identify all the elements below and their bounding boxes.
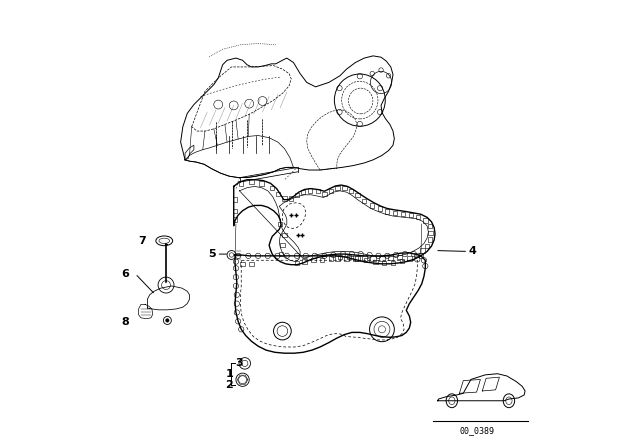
Bar: [342, 185, 346, 190]
Bar: [353, 256, 358, 261]
Bar: [409, 213, 413, 217]
Bar: [233, 208, 237, 213]
Text: 1: 1: [225, 369, 233, 379]
Bar: [282, 196, 287, 201]
Bar: [302, 259, 307, 264]
Bar: [346, 255, 351, 259]
Bar: [388, 255, 394, 260]
Bar: [382, 261, 387, 265]
Bar: [344, 256, 349, 261]
Text: 7: 7: [138, 236, 146, 246]
Bar: [364, 258, 369, 263]
Bar: [371, 256, 376, 261]
Bar: [279, 252, 284, 256]
Bar: [407, 256, 412, 261]
Bar: [391, 261, 396, 265]
Bar: [282, 233, 287, 237]
Bar: [373, 260, 378, 264]
Bar: [399, 259, 404, 263]
Bar: [355, 193, 360, 198]
Bar: [425, 244, 429, 248]
Bar: [329, 189, 333, 193]
Bar: [270, 185, 275, 190]
Text: 2: 2: [225, 380, 233, 391]
Bar: [414, 253, 419, 257]
Bar: [233, 217, 237, 222]
Bar: [239, 181, 243, 185]
Bar: [423, 218, 428, 223]
Bar: [289, 196, 294, 201]
Bar: [335, 185, 340, 190]
Bar: [280, 243, 285, 247]
Bar: [362, 199, 367, 203]
Bar: [301, 190, 305, 194]
Bar: [355, 256, 360, 261]
Bar: [322, 192, 326, 196]
Text: 5: 5: [208, 249, 216, 259]
Bar: [249, 262, 254, 266]
Bar: [335, 256, 340, 261]
Text: 3: 3: [236, 358, 243, 368]
Bar: [349, 189, 353, 193]
Text: 6: 6: [122, 268, 129, 279]
Bar: [397, 254, 403, 259]
Bar: [393, 211, 397, 215]
Bar: [401, 212, 405, 216]
Bar: [370, 203, 374, 207]
Bar: [362, 256, 367, 261]
Bar: [428, 231, 433, 235]
Text: 00_0389: 00_0389: [460, 426, 495, 435]
Bar: [329, 256, 333, 261]
Bar: [259, 181, 264, 185]
Bar: [233, 198, 237, 202]
Bar: [378, 206, 382, 211]
Bar: [338, 255, 342, 259]
Bar: [249, 179, 253, 184]
Bar: [278, 222, 282, 226]
Bar: [385, 209, 390, 214]
Bar: [276, 192, 280, 196]
Bar: [316, 189, 320, 194]
Bar: [420, 248, 425, 253]
Bar: [308, 188, 312, 193]
Text: 8: 8: [122, 317, 129, 327]
Bar: [240, 262, 245, 266]
Bar: [311, 258, 316, 263]
Bar: [295, 193, 300, 198]
Bar: [295, 261, 300, 265]
Bar: [416, 215, 420, 219]
Bar: [428, 224, 432, 228]
Bar: [428, 237, 432, 242]
Circle shape: [166, 319, 169, 322]
Bar: [380, 256, 385, 261]
Bar: [320, 258, 324, 263]
Text: 4: 4: [468, 246, 477, 256]
